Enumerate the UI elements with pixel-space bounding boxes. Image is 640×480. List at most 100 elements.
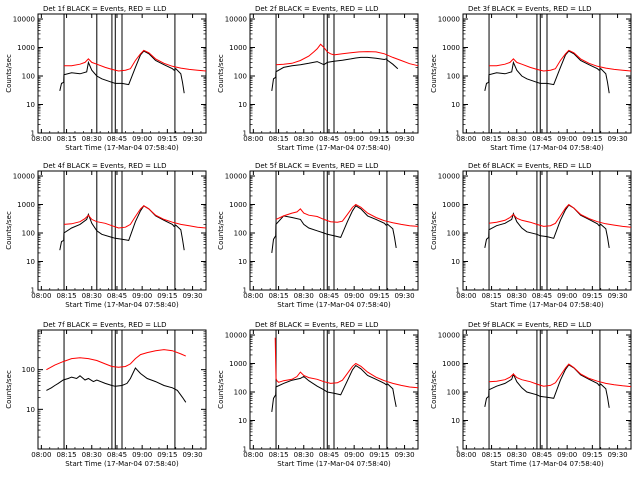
x-tick-label: 08:15 xyxy=(268,292,288,300)
x-tick-label: 09:00 xyxy=(557,292,577,300)
x-tick-label: 08:45 xyxy=(107,451,127,459)
x-tick-label: 09:30 xyxy=(182,135,202,143)
panel-title: Det 6f BLACK = Events, RED = LLD xyxy=(468,162,591,170)
y-tick-label: 10000 xyxy=(225,16,247,24)
x-axis-label: Start Time (17-Mar-04 07:58:40) xyxy=(490,460,604,468)
detector-panel-7: Det 7f BLACK = Events, RED = LLD 10 100 08:… xyxy=(5,321,207,468)
x-tick-label: 08:45 xyxy=(319,292,339,300)
y-tick-label: 10 xyxy=(451,258,460,266)
x-tick-label: 08:30 xyxy=(294,451,314,459)
x-tick-label: 08:30 xyxy=(82,135,102,143)
x-tick-label: 09:00 xyxy=(132,451,152,459)
x-axis-label: Start Time (17-Mar-04 07:58:40) xyxy=(277,144,391,152)
y-tick-label: 1000 xyxy=(442,201,460,209)
x-axis-label: Start Time (17-Mar-04 07:58:40) xyxy=(490,301,604,309)
lld-series-line xyxy=(488,363,632,388)
x-tick-label: 08:00 xyxy=(243,135,263,143)
y-tick-label: 1 xyxy=(456,446,460,454)
y-tick-label: 10000 xyxy=(438,173,460,181)
y-tick-label: 10 xyxy=(451,101,460,109)
events-series-line xyxy=(59,50,185,94)
panel-title: Det 1f BLACK = Events, RED = LLD xyxy=(43,5,166,13)
events-series-line xyxy=(484,204,610,248)
y-tick-label: 10 xyxy=(26,258,35,266)
x-tick-label: 09:00 xyxy=(344,135,364,143)
y-tick-label: 100 xyxy=(234,389,247,397)
x-tick-label: 09:00 xyxy=(132,135,152,143)
detector-panel-5: Det 5f BLACK = Events, RED = LLD 1 10 100 10… xyxy=(217,162,419,309)
y-tick-label: 1000 xyxy=(442,360,460,368)
x-axis-label: Start Time (17-Mar-04 07:58:40) xyxy=(277,301,391,309)
events-series-line xyxy=(59,205,185,251)
x-tick-label: 08:45 xyxy=(319,451,339,459)
x-tick-label: 08:00 xyxy=(456,135,476,143)
events-series-line xyxy=(271,205,397,253)
lld-series-line xyxy=(274,337,419,389)
y-tick-label: 1000 xyxy=(229,360,247,368)
y-tick-label: 1 xyxy=(243,130,247,138)
y-tick-label: 1 xyxy=(31,287,35,295)
detector-panel-4: Det 4f BLACK = Events, RED = LLD 1 10 100 10… xyxy=(5,162,207,309)
detector-panel-1: Det 1f BLACK = Events, RED = LLD 1 10 100 10… xyxy=(5,5,207,152)
y-tick-label: 1 xyxy=(456,130,460,138)
events-series-line xyxy=(271,364,397,412)
x-tick-label: 08:00 xyxy=(31,292,51,300)
x-tick-label: 08:30 xyxy=(507,451,527,459)
y-tick-label: 10 xyxy=(26,101,35,109)
x-axis-label: Start Time (17-Mar-04 07:58:40) xyxy=(65,144,179,152)
y-tick-label: 100 xyxy=(234,73,247,81)
x-tick-label: 09:00 xyxy=(344,292,364,300)
y-tick-label: 100 xyxy=(447,389,460,397)
y-tick-label: 1000 xyxy=(17,201,35,209)
x-tick-label: 08:45 xyxy=(532,135,552,143)
events-series-line xyxy=(484,364,610,408)
x-tick-label: 09:30 xyxy=(394,135,414,143)
x-tick-label: 08:00 xyxy=(243,451,263,459)
x-axis-label: Start Time (17-Mar-04 07:58:40) xyxy=(277,460,391,468)
x-tick-label: 08:00 xyxy=(456,292,476,300)
y-axis-label: Counts/sec xyxy=(217,370,225,409)
x-tick-label: 08:15 xyxy=(56,451,76,459)
y-tick-label: 10 xyxy=(451,417,460,425)
events-series-line xyxy=(271,56,399,91)
y-tick-label: 10000 xyxy=(13,173,35,181)
y-axis-label: Counts/sec xyxy=(5,370,13,409)
y-tick-label: 10 xyxy=(238,101,247,109)
x-tick-label: 08:30 xyxy=(294,135,314,143)
x-tick-label: 08:15 xyxy=(481,135,501,143)
detector-panel-9: Det 9f BLACK = Events, RED = LLD 1 10 100 10… xyxy=(430,321,632,468)
x-tick-label: 08:15 xyxy=(268,135,288,143)
y-tick-label: 1 xyxy=(456,287,460,295)
x-tick-label: 09:15 xyxy=(157,292,177,300)
panel-title: Det 2f BLACK = Events, RED = LLD xyxy=(255,5,378,13)
x-tick-label: 08:00 xyxy=(456,451,476,459)
x-tick-label: 09:15 xyxy=(582,292,602,300)
detector-panel-2: Det 2f BLACK = Events, RED = LLD 1 10 100 10… xyxy=(217,5,419,152)
x-tick-label: 09:30 xyxy=(607,135,627,143)
x-tick-label: 08:15 xyxy=(481,292,501,300)
x-tick-label: 09:30 xyxy=(394,292,414,300)
x-tick-label: 09:15 xyxy=(582,135,602,143)
panel-title: Det 3f BLACK = Events, RED = LLD xyxy=(468,5,591,13)
y-axis-label: Counts/sec xyxy=(430,54,438,93)
detector-panel-3: Det 3f BLACK = Events, RED = LLD 1 10 100 10… xyxy=(430,5,632,152)
y-tick-label: 10000 xyxy=(438,16,460,24)
y-tick-label: 10000 xyxy=(225,332,247,340)
x-tick-label: 08:45 xyxy=(107,135,127,143)
x-tick-label: 08:30 xyxy=(82,292,102,300)
y-tick-label: 1000 xyxy=(229,44,247,52)
x-tick-label: 08:15 xyxy=(56,292,76,300)
y-tick-label: 10 xyxy=(238,258,247,266)
x-tick-label: 09:15 xyxy=(369,451,389,459)
y-axis-label: Counts/sec xyxy=(217,54,225,93)
y-tick-label: 10 xyxy=(238,417,247,425)
x-tick-label: 08:45 xyxy=(107,292,127,300)
y-tick-label: 1000 xyxy=(442,44,460,52)
y-tick-label: 100 xyxy=(447,230,460,238)
x-axis-label: Start Time (17-Mar-04 07:58:40) xyxy=(65,460,179,468)
x-tick-label: 08:15 xyxy=(481,451,501,459)
x-tick-label: 08:15 xyxy=(268,451,288,459)
panel-title: Det 4f BLACK = Events, RED = LLD xyxy=(43,162,166,170)
y-axis-label: Counts/sec xyxy=(430,211,438,250)
x-tick-label: 09:15 xyxy=(157,135,177,143)
